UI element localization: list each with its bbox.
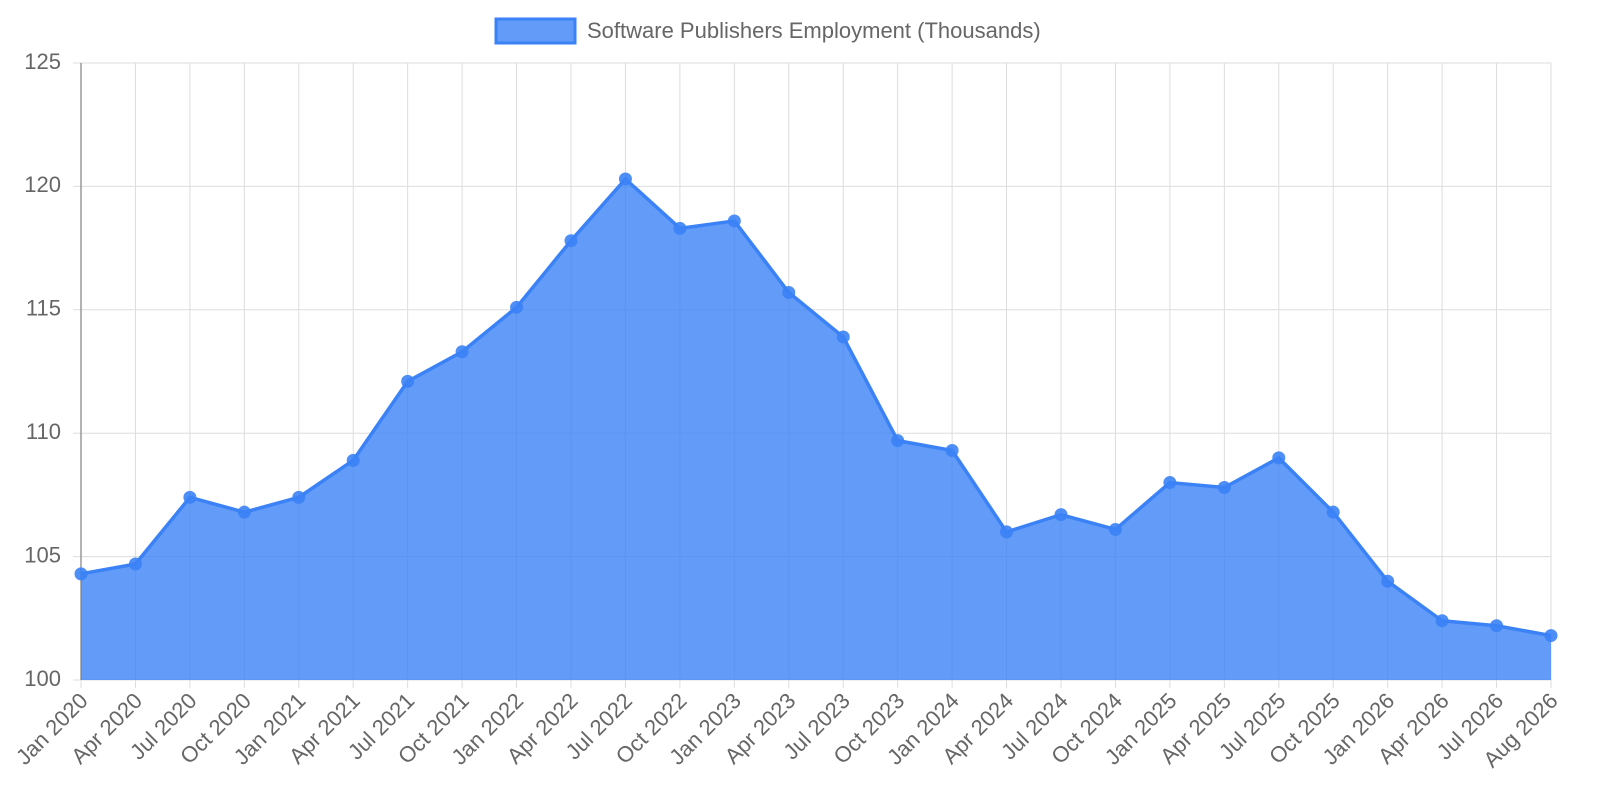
point: [128, 557, 142, 571]
point: [1054, 508, 1068, 522]
point: [727, 214, 741, 228]
y-tick-label: 110: [26, 419, 61, 444]
point: [1381, 574, 1395, 588]
point: [1108, 522, 1122, 536]
point: [945, 443, 959, 457]
y-tick-label: 125: [24, 49, 61, 74]
point: [1490, 619, 1504, 633]
point: [891, 434, 905, 448]
point: [1326, 505, 1340, 519]
point: [1163, 476, 1177, 490]
legend[interactable]: Software Publishers Employment (Thousand…: [494, 17, 1041, 45]
point: [1435, 614, 1449, 628]
y-tick-label: 105: [24, 542, 61, 567]
point: [1544, 629, 1558, 643]
point: [346, 453, 360, 467]
point: [510, 300, 524, 314]
y-tick-label: 120: [24, 172, 61, 197]
point: [74, 567, 88, 581]
point: [673, 221, 687, 235]
point: [1272, 451, 1286, 465]
point: [836, 330, 850, 344]
y-tick-label: 100: [24, 666, 61, 691]
point: [782, 286, 796, 300]
y-tick-label: 115: [26, 296, 61, 321]
point: [618, 172, 632, 186]
point: [401, 374, 415, 388]
point: [292, 490, 306, 504]
point: [1000, 525, 1014, 539]
point: [564, 234, 578, 248]
point: [237, 505, 251, 519]
area: [81, 178, 1551, 680]
legend-label: Software Publishers Employment (Thousand…: [587, 18, 1041, 43]
point: [183, 490, 197, 504]
line: [80, 177, 1552, 638]
legend-swatch: [494, 17, 577, 45]
point: [455, 345, 469, 359]
point: [1217, 480, 1231, 494]
